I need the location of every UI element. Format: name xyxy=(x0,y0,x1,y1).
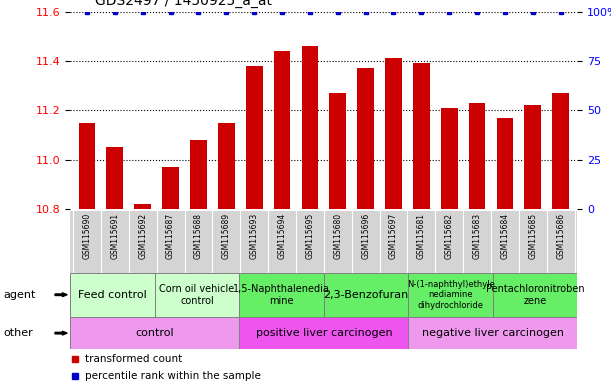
Bar xyxy=(246,66,263,209)
Bar xyxy=(134,204,151,209)
Bar xyxy=(413,63,430,209)
Bar xyxy=(493,273,577,317)
Text: GDS2497 / 1450925_a_at: GDS2497 / 1450925_a_at xyxy=(95,0,272,8)
Text: GSM115696: GSM115696 xyxy=(361,213,370,259)
Text: other: other xyxy=(3,328,33,338)
Text: GSM115692: GSM115692 xyxy=(138,213,147,259)
Bar xyxy=(274,51,290,209)
Text: Feed control: Feed control xyxy=(78,290,147,300)
Bar xyxy=(240,317,408,349)
Text: positive liver carcinogen: positive liver carcinogen xyxy=(255,328,392,338)
Bar xyxy=(218,123,235,209)
Text: GSM115695: GSM115695 xyxy=(306,213,315,259)
Bar xyxy=(552,93,569,209)
Bar xyxy=(155,273,240,317)
Bar xyxy=(408,273,493,317)
Text: agent: agent xyxy=(3,290,35,300)
Text: GSM115694: GSM115694 xyxy=(277,213,287,259)
Text: GSM115680: GSM115680 xyxy=(333,213,342,259)
Text: N-(1-naphthyl)ethyle
nediamine
dihydrochloride: N-(1-naphthyl)ethyle nediamine dihydroch… xyxy=(407,280,494,310)
Text: Pentachloronitroben
zene: Pentachloronitroben zene xyxy=(486,284,585,306)
Text: GSM115685: GSM115685 xyxy=(529,213,537,259)
Bar xyxy=(106,147,123,209)
Bar xyxy=(302,46,318,209)
Text: GSM115691: GSM115691 xyxy=(111,213,119,259)
Bar xyxy=(408,317,577,349)
Bar xyxy=(240,273,324,317)
Bar xyxy=(79,123,95,209)
Text: GSM115686: GSM115686 xyxy=(556,213,565,259)
Bar xyxy=(385,58,402,209)
Text: GSM115681: GSM115681 xyxy=(417,213,426,259)
Bar xyxy=(357,68,374,209)
Text: transformed count: transformed count xyxy=(86,354,183,364)
Text: 1,5-Naphthalenedia
mine: 1,5-Naphthalenedia mine xyxy=(233,284,330,306)
Text: 2,3-Benzofuran: 2,3-Benzofuran xyxy=(323,290,409,300)
Text: GSM115687: GSM115687 xyxy=(166,213,175,259)
Text: negative liver carcinogen: negative liver carcinogen xyxy=(422,328,564,338)
Text: GSM115684: GSM115684 xyxy=(500,213,510,259)
Text: GSM115697: GSM115697 xyxy=(389,213,398,259)
Bar xyxy=(469,103,486,209)
Bar xyxy=(70,317,240,349)
Bar xyxy=(497,118,513,209)
Bar xyxy=(70,273,155,317)
Bar xyxy=(324,273,408,317)
Text: GSM115690: GSM115690 xyxy=(82,213,92,259)
Text: GSM115683: GSM115683 xyxy=(472,213,481,259)
Text: Corn oil vehicle
control: Corn oil vehicle control xyxy=(159,284,235,306)
Text: percentile rank within the sample: percentile rank within the sample xyxy=(86,371,262,381)
Text: GSM115689: GSM115689 xyxy=(222,213,231,259)
Bar xyxy=(524,106,541,209)
Bar xyxy=(441,108,458,209)
Text: GSM115682: GSM115682 xyxy=(445,213,454,259)
Bar xyxy=(329,93,346,209)
Text: GSM115688: GSM115688 xyxy=(194,213,203,259)
Bar xyxy=(190,140,207,209)
Text: GSM115693: GSM115693 xyxy=(250,213,258,259)
Text: control: control xyxy=(136,328,174,338)
Bar xyxy=(162,167,179,209)
